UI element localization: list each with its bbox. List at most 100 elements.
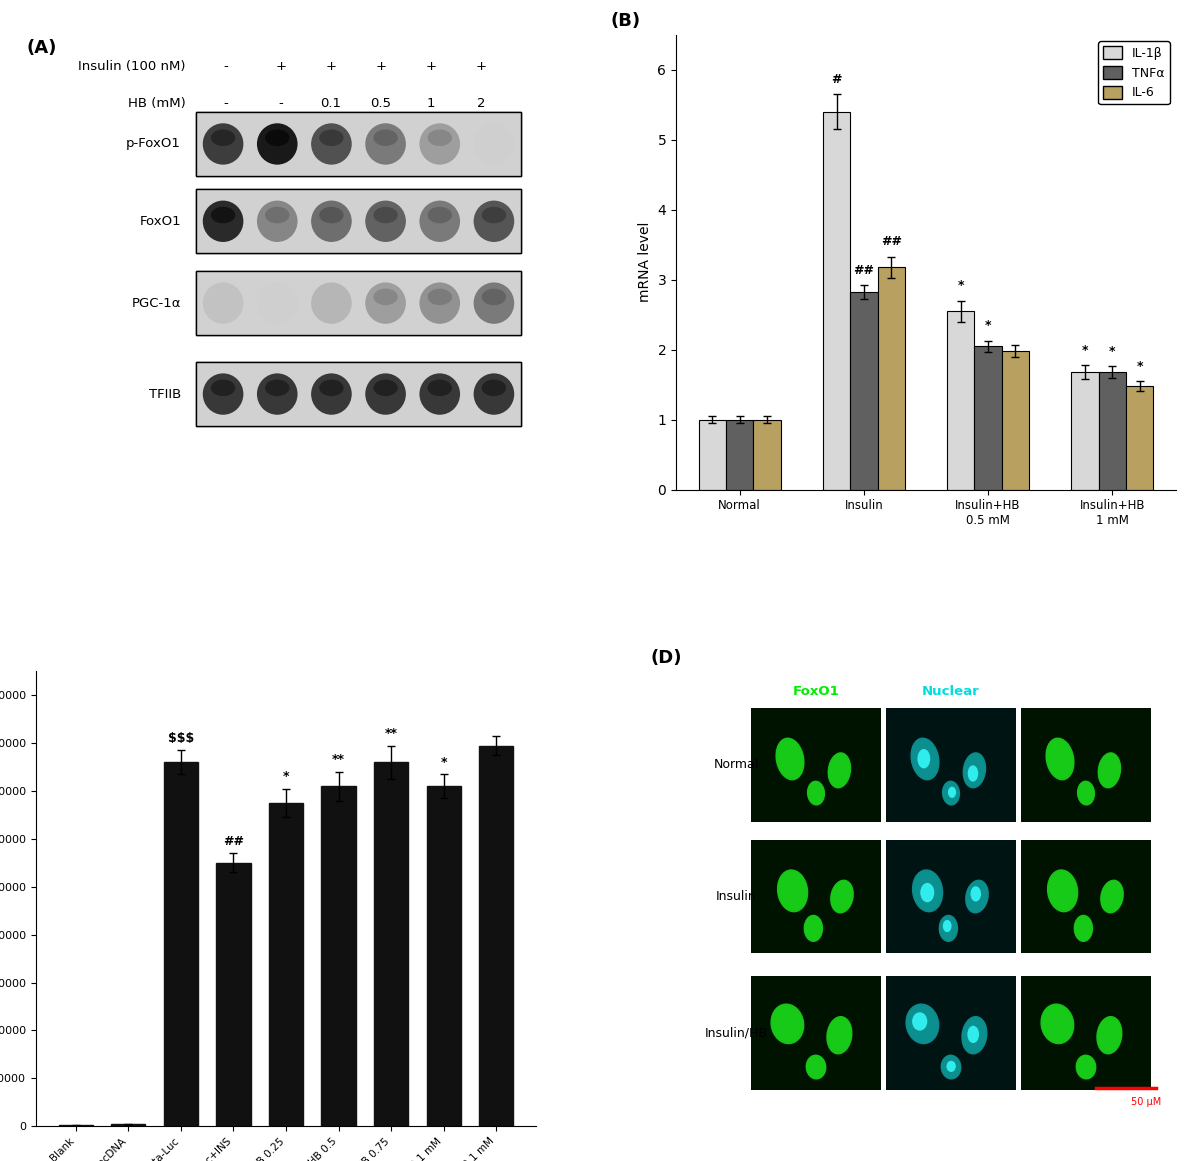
Bar xyxy=(751,708,881,822)
Bar xyxy=(886,708,1016,822)
Ellipse shape xyxy=(829,753,850,787)
Ellipse shape xyxy=(942,1055,960,1079)
Text: *: * xyxy=(985,319,991,332)
Ellipse shape xyxy=(211,380,235,396)
Ellipse shape xyxy=(948,787,956,798)
Bar xyxy=(305,113,359,175)
Bar xyxy=(1021,839,1151,953)
Bar xyxy=(467,113,521,175)
Bar xyxy=(196,189,521,253)
Ellipse shape xyxy=(311,374,352,414)
Bar xyxy=(426,786,461,1126)
Text: (A): (A) xyxy=(26,39,56,57)
Bar xyxy=(196,189,250,253)
Ellipse shape xyxy=(1098,752,1121,788)
Ellipse shape xyxy=(1075,1054,1097,1080)
Text: Insulin/HB: Insulin/HB xyxy=(704,1026,768,1039)
Ellipse shape xyxy=(420,123,460,165)
Ellipse shape xyxy=(964,753,985,787)
Bar xyxy=(877,267,905,490)
Ellipse shape xyxy=(967,1025,979,1043)
Ellipse shape xyxy=(808,781,824,805)
Bar xyxy=(1021,976,1151,1090)
Ellipse shape xyxy=(1076,780,1096,806)
Text: *: * xyxy=(1136,360,1142,373)
Text: *: * xyxy=(1081,344,1088,356)
Ellipse shape xyxy=(827,1016,852,1054)
Ellipse shape xyxy=(1049,872,1076,910)
Ellipse shape xyxy=(943,781,959,805)
Text: Insulin (100 nM): Insulin (100 nM) xyxy=(78,60,186,73)
Bar xyxy=(1099,372,1126,490)
Ellipse shape xyxy=(481,207,506,223)
Text: *: * xyxy=(958,280,964,293)
Ellipse shape xyxy=(211,130,235,146)
Ellipse shape xyxy=(1097,1016,1122,1054)
Text: 0.1: 0.1 xyxy=(320,96,342,109)
Bar xyxy=(751,976,881,1090)
Ellipse shape xyxy=(257,374,298,414)
Ellipse shape xyxy=(965,880,989,914)
Ellipse shape xyxy=(1042,1005,1073,1043)
Bar xyxy=(886,976,1016,1090)
Bar xyxy=(1002,351,1030,490)
Ellipse shape xyxy=(1078,781,1094,805)
Text: *: * xyxy=(283,770,289,783)
Text: +: + xyxy=(426,60,437,73)
Bar xyxy=(413,272,467,334)
Ellipse shape xyxy=(365,201,406,241)
Ellipse shape xyxy=(966,881,988,911)
Ellipse shape xyxy=(365,123,406,165)
Ellipse shape xyxy=(938,915,958,942)
Ellipse shape xyxy=(805,1054,827,1080)
Ellipse shape xyxy=(257,123,298,165)
Ellipse shape xyxy=(912,1012,928,1031)
Ellipse shape xyxy=(203,282,244,324)
Text: **: ** xyxy=(332,753,346,766)
Bar xyxy=(413,362,467,426)
Ellipse shape xyxy=(481,380,506,396)
Text: *: * xyxy=(440,756,446,769)
Ellipse shape xyxy=(912,870,943,913)
Text: ##: ## xyxy=(853,264,875,276)
Bar xyxy=(196,272,521,334)
Ellipse shape xyxy=(806,1055,826,1079)
Ellipse shape xyxy=(961,1016,988,1054)
Bar xyxy=(751,839,881,953)
Ellipse shape xyxy=(828,1018,851,1053)
Bar xyxy=(196,113,250,175)
Bar xyxy=(374,763,408,1126)
Y-axis label: mRNA level: mRNA level xyxy=(638,222,652,302)
Ellipse shape xyxy=(257,282,298,324)
Ellipse shape xyxy=(257,201,298,241)
Ellipse shape xyxy=(265,130,289,146)
Bar xyxy=(479,745,514,1126)
Text: Nuclear: Nuclear xyxy=(922,685,980,698)
Bar xyxy=(250,272,305,334)
Bar xyxy=(1021,708,1151,822)
Ellipse shape xyxy=(420,374,460,414)
Bar xyxy=(851,293,877,490)
Ellipse shape xyxy=(942,780,960,806)
Ellipse shape xyxy=(481,289,506,305)
Ellipse shape xyxy=(211,207,235,223)
Ellipse shape xyxy=(775,737,804,780)
Bar xyxy=(751,708,881,822)
Bar xyxy=(196,113,521,175)
Ellipse shape xyxy=(943,920,952,932)
Text: -: - xyxy=(223,60,228,73)
Bar xyxy=(467,189,521,253)
Ellipse shape xyxy=(1075,916,1092,940)
Ellipse shape xyxy=(203,123,244,165)
Ellipse shape xyxy=(373,130,397,146)
Ellipse shape xyxy=(947,1061,956,1072)
Ellipse shape xyxy=(772,1005,803,1043)
Ellipse shape xyxy=(1100,880,1124,914)
Bar xyxy=(196,189,521,253)
Text: HB (mM): HB (mM) xyxy=(128,96,186,109)
Text: PGC-1α: PGC-1α xyxy=(132,296,181,310)
Text: +: + xyxy=(376,60,386,73)
Bar xyxy=(196,272,521,334)
Ellipse shape xyxy=(1098,1018,1121,1053)
Text: +: + xyxy=(325,60,336,73)
